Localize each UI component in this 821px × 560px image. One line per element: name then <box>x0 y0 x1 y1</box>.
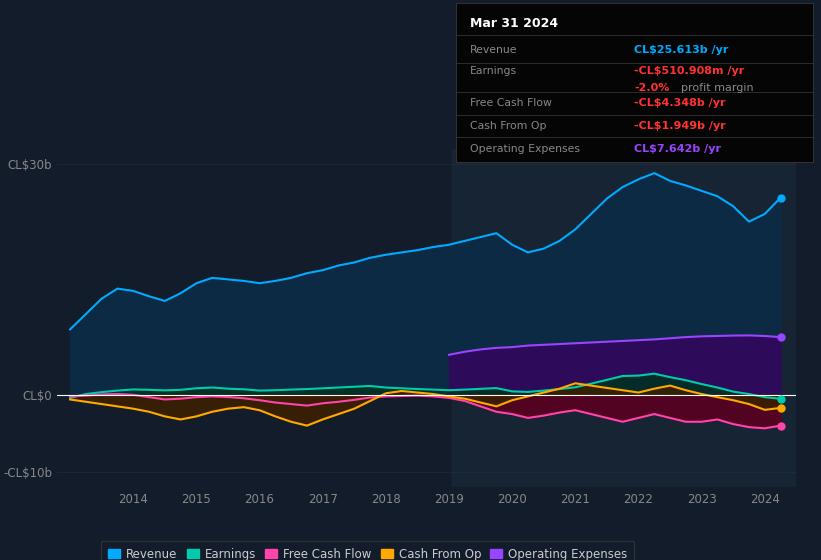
Text: Mar 31 2024: Mar 31 2024 <box>470 17 558 30</box>
Text: -CL$1.949b /yr: -CL$1.949b /yr <box>635 121 726 130</box>
Bar <box>452 148 821 487</box>
Text: Earnings: Earnings <box>470 66 517 76</box>
Text: Cash From Op: Cash From Op <box>470 121 547 130</box>
Text: -CL$510.908m /yr: -CL$510.908m /yr <box>635 66 745 76</box>
Text: CL$7.642b /yr: CL$7.642b /yr <box>635 144 721 154</box>
Text: CL$25.613b /yr: CL$25.613b /yr <box>635 45 728 55</box>
Text: profit margin: profit margin <box>681 83 754 93</box>
Text: -CL$4.348b /yr: -CL$4.348b /yr <box>635 99 726 108</box>
Text: -2.0%: -2.0% <box>635 83 670 93</box>
Text: Operating Expenses: Operating Expenses <box>470 144 580 154</box>
Legend: Revenue, Earnings, Free Cash Flow, Cash From Op, Operating Expenses: Revenue, Earnings, Free Cash Flow, Cash … <box>101 540 635 560</box>
Text: Revenue: Revenue <box>470 45 517 55</box>
Text: Free Cash Flow: Free Cash Flow <box>470 99 552 108</box>
